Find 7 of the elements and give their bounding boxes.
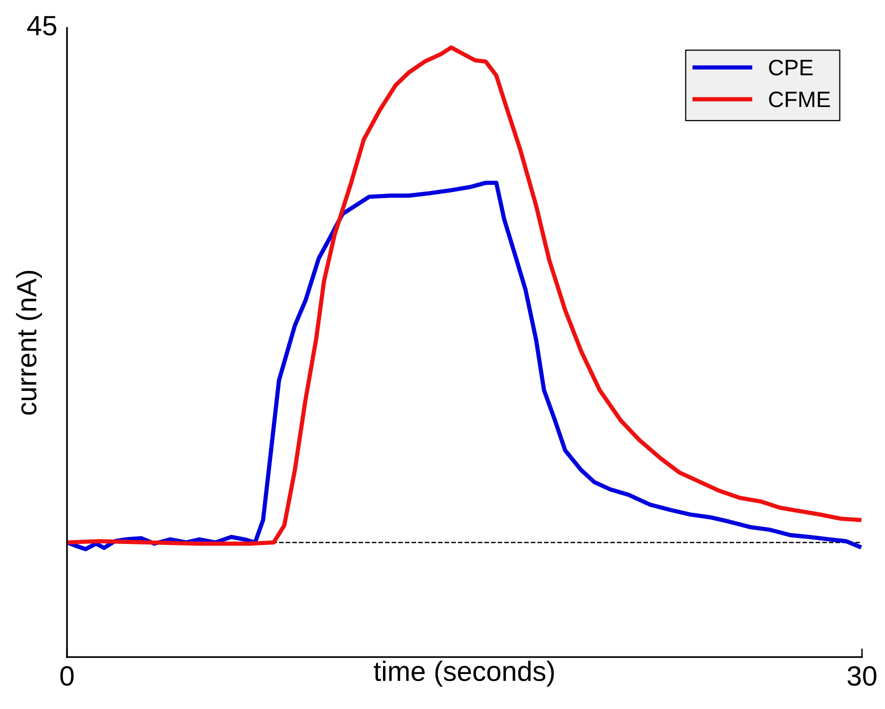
y-axis-title: current (nA) [16,270,42,415]
legend-label: CFME [769,92,830,108]
text: 45 [27,16,56,36]
x-tick-label: 30 [848,666,876,686]
x-tick-label: 0 [60,666,74,686]
legend-label: CPE [769,60,813,76]
x-axis-title: time (seconds) [374,660,554,687]
